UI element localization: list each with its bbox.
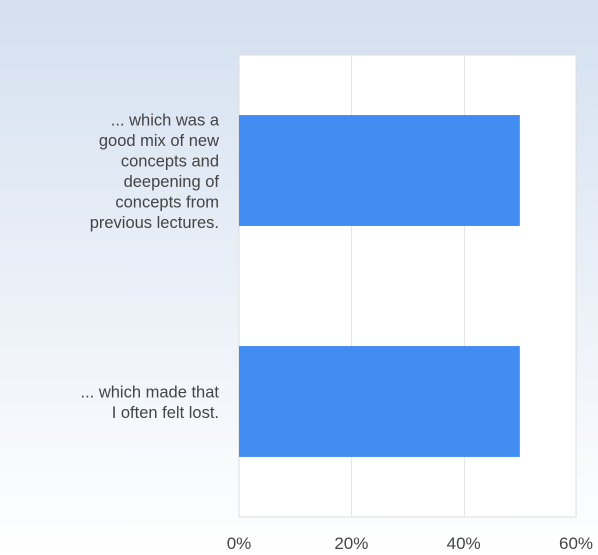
bar (239, 115, 520, 226)
bar (239, 346, 520, 457)
category-label: ... which was a good mix of new concepts a… (90, 111, 220, 232)
x-tick-label: 0% (227, 534, 252, 553)
category-label: ... which made that I often felt lost. (81, 383, 220, 422)
x-tick-label: 20% (334, 534, 368, 553)
x-tick-label: 40% (447, 534, 481, 553)
x-tick-label: 60% (559, 534, 593, 553)
